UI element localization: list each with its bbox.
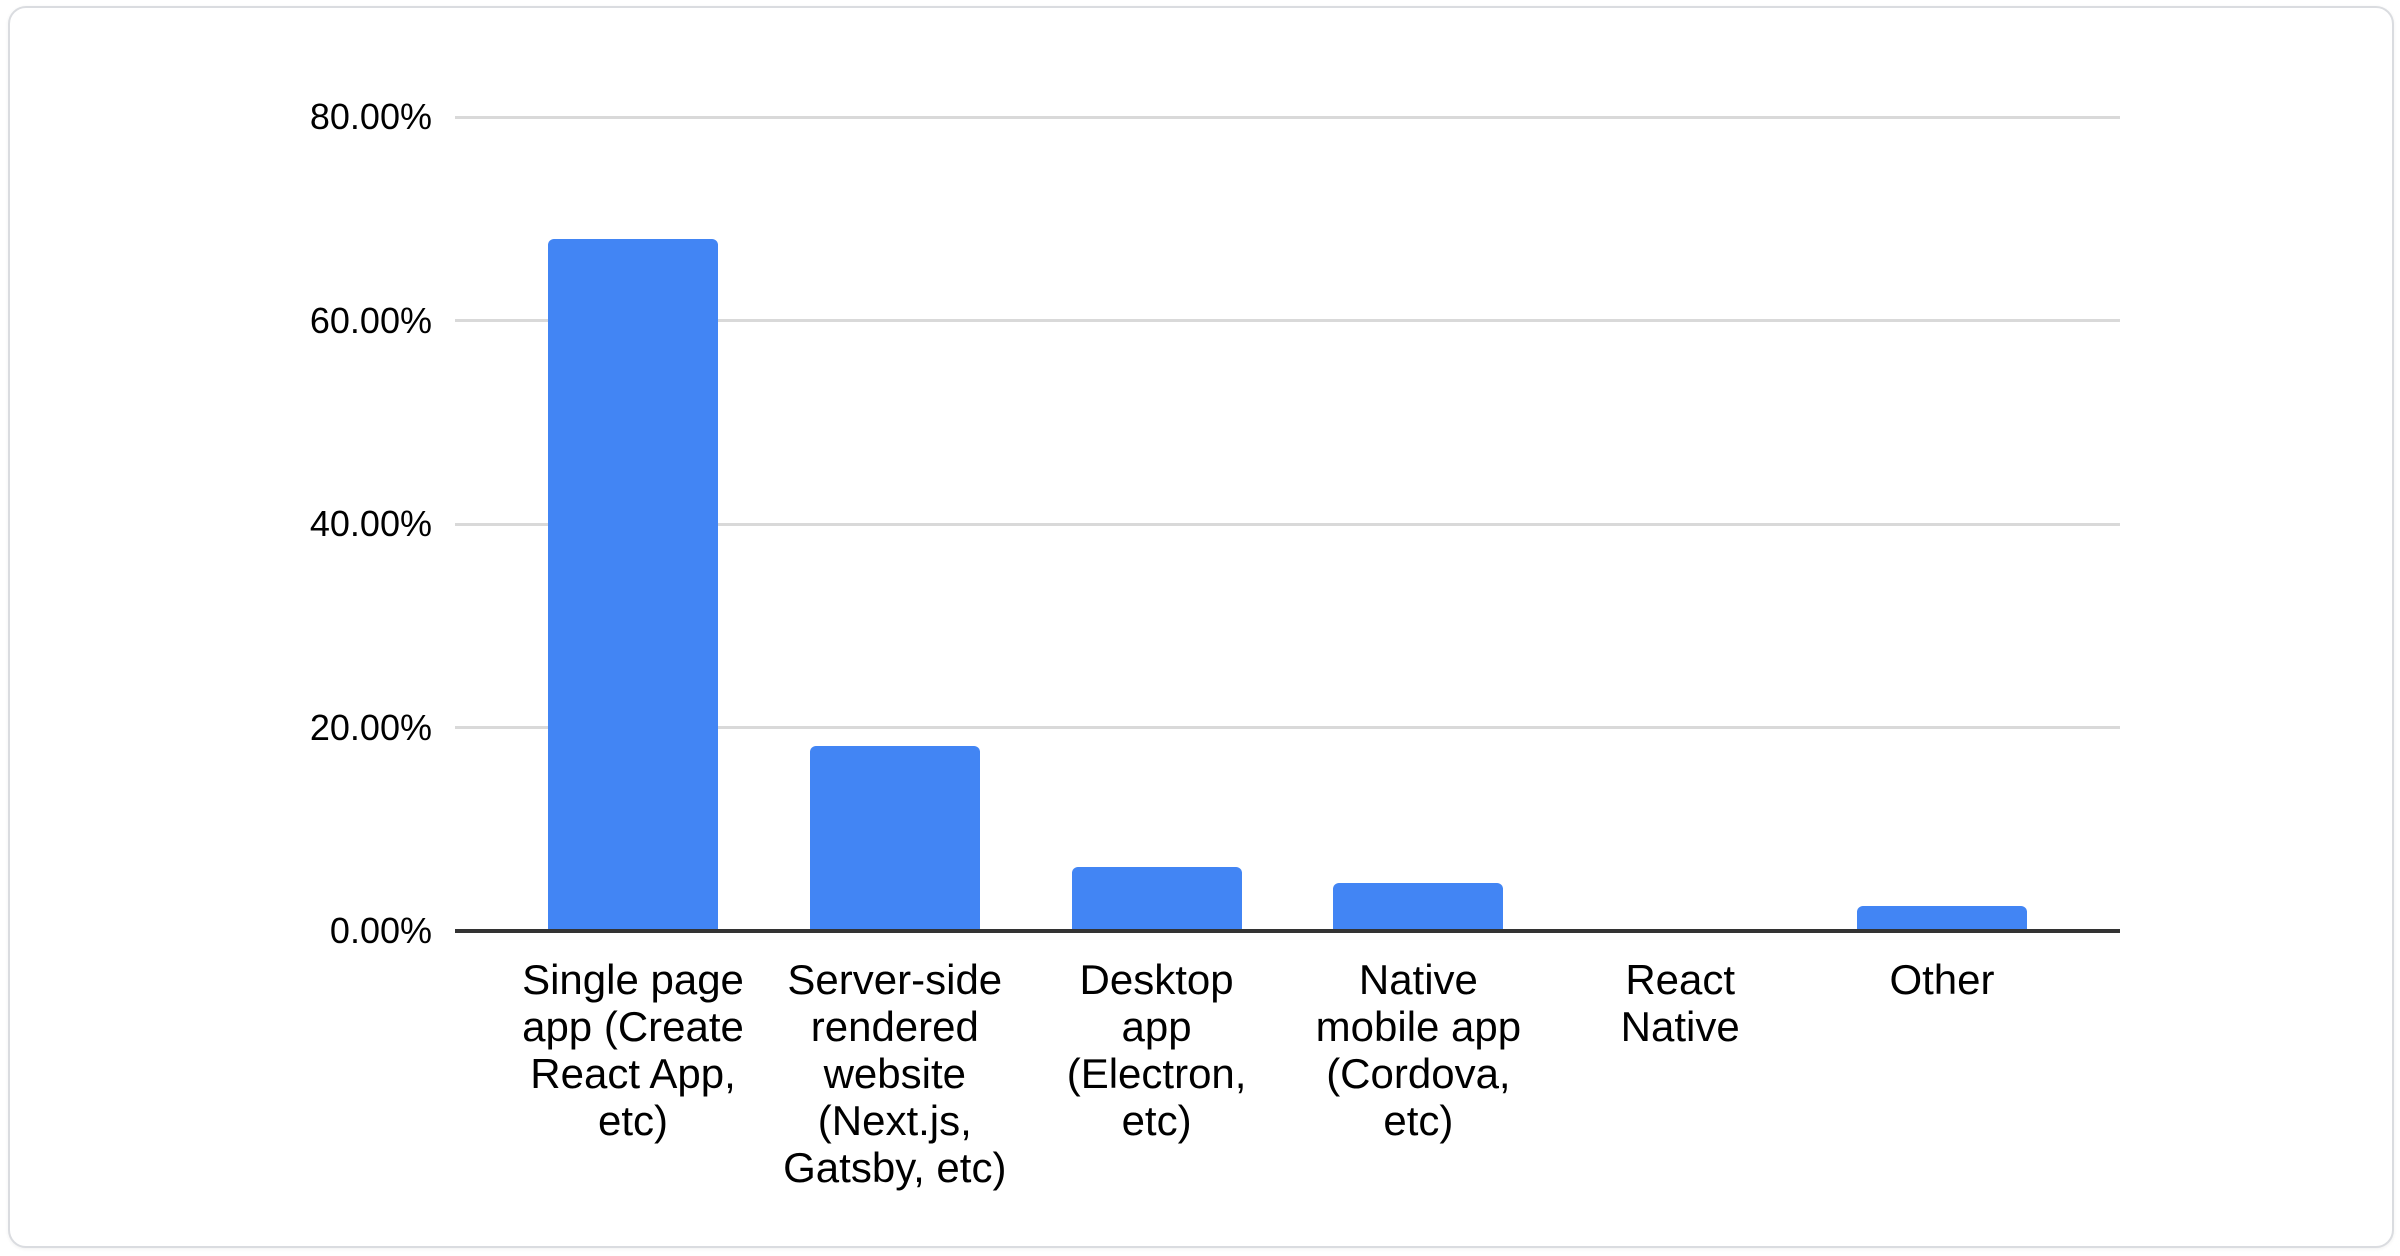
- x-axis-label: Desktop app (Electron, etc): [1066, 956, 1247, 1144]
- y-axis-tick-label: 20.00%: [309, 706, 432, 748]
- bar-4[interactable]: [1333, 883, 1504, 931]
- gridline-40: [455, 522, 2120, 526]
- bar-6[interactable]: [1857, 905, 2027, 931]
- gridline-60: [455, 319, 2120, 323]
- y-axis-tick-label: 40.00%: [309, 503, 432, 545]
- y-axis-tick-label: 0.00%: [329, 910, 432, 951]
- x-axis-label: Single page app (Create React App, etc): [522, 956, 744, 1144]
- x-axis-label: React Native: [1620, 956, 1740, 1050]
- x-axis-line: [455, 929, 2120, 933]
- y-axis-tick-label: 80.00%: [309, 96, 432, 138]
- bar-1[interactable]: [548, 239, 718, 931]
- gridline-80: [455, 115, 2120, 119]
- x-axis-label: Other: [1889, 956, 1995, 1003]
- y-axis-tick-label: 60.00%: [309, 299, 432, 341]
- x-axis-label: Native mobile app (Cordova, etc): [1315, 956, 1522, 1144]
- chart-card: 0.00% 20.00% 40.00% 60.00% 80.00% Single page…: [8, 6, 2394, 1248]
- gridline-20: [455, 726, 2120, 730]
- bar-2[interactable]: [809, 745, 980, 931]
- plot-area: 0.00% 20.00% 40.00% 60.00% 80.00% Single page…: [10, 8, 2400, 1256]
- x-axis-label: Server-side rendered website (Next.js, G…: [783, 956, 1007, 1191]
- bar-3[interactable]: [1071, 866, 1242, 931]
